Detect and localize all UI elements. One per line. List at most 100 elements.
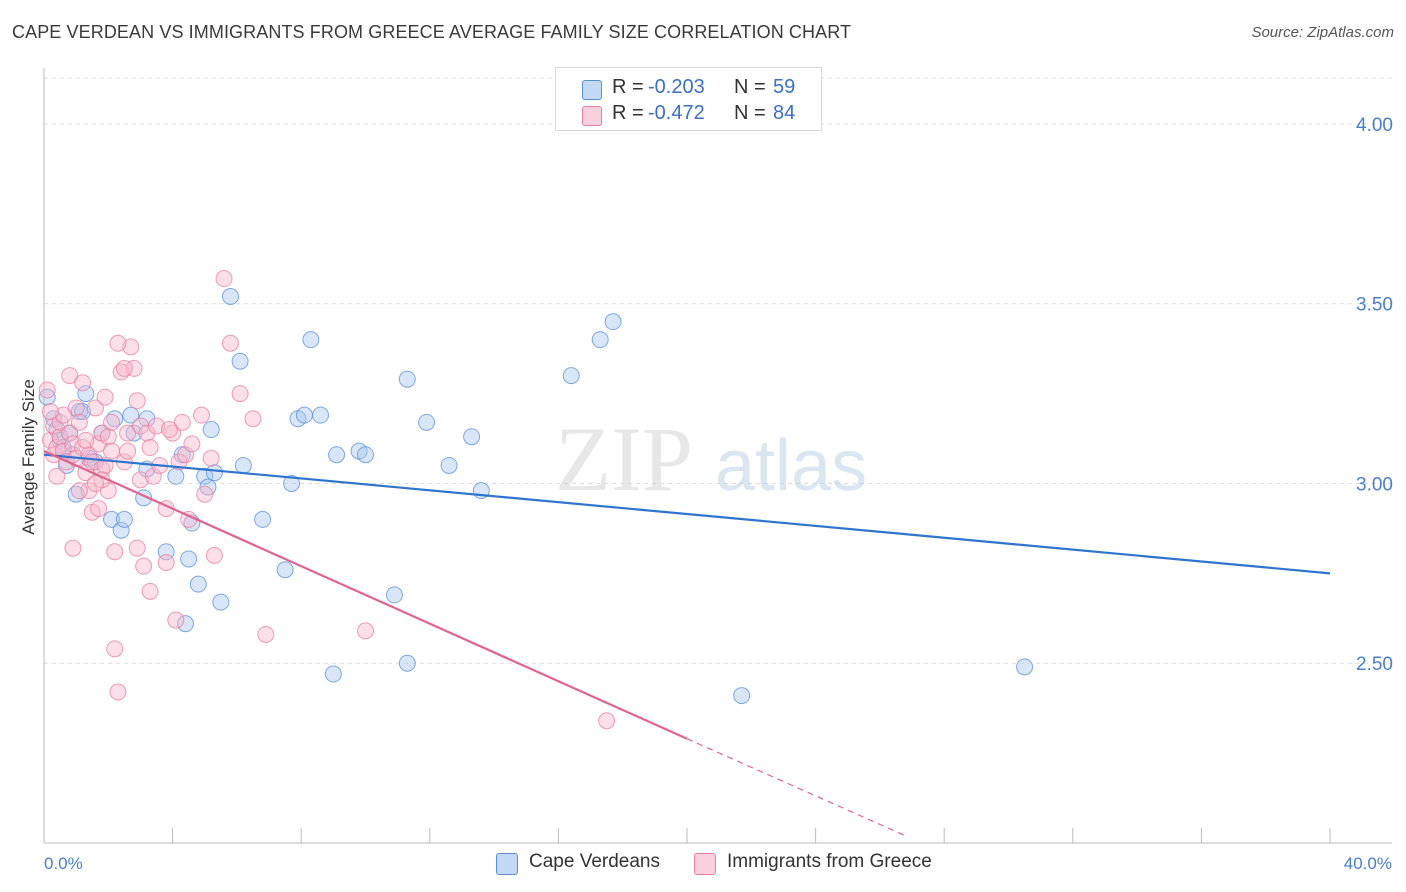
scatter-point: [440, 456, 458, 474]
scatter-point: [122, 338, 140, 356]
scatter-point: [167, 467, 185, 485]
scatter-point: [90, 500, 108, 518]
y-axis-label: Average Family Size: [19, 379, 38, 535]
scatter-point: [160, 421, 178, 439]
scatter-point: [324, 665, 342, 683]
scatter-point: [48, 467, 66, 485]
scatter-point: [77, 385, 95, 403]
source-label: Source: ZipAtlas.com: [1251, 24, 1394, 41]
scatter-point: [74, 374, 92, 392]
scatter-point: [328, 446, 346, 464]
scatter-point: [106, 640, 124, 658]
scatter-point: [598, 712, 616, 730]
legend-row-immigrants-greece: R = -0.472 N = 84: [556, 102, 821, 128]
scatter-point: [221, 334, 239, 352]
scatter-point: [205, 464, 223, 482]
scatter-point: [257, 625, 275, 643]
scatter-point: [302, 331, 320, 349]
scatter-point: [283, 474, 301, 492]
scatter-point: [398, 370, 416, 388]
watermark: ZIP atlas: [555, 408, 867, 510]
legend-r-label: R =: [612, 76, 644, 98]
scatter-point: [144, 467, 162, 485]
scatter-point: [128, 539, 146, 557]
scatter-point: [231, 352, 249, 370]
scatter-point: [385, 586, 403, 604]
scatter-point: [604, 313, 622, 331]
scatter-point: [357, 622, 374, 640]
scatter-point: [125, 424, 143, 442]
scatter-point: [61, 367, 79, 385]
series-cape-verdeans: [38, 288, 1034, 705]
trend-line-extension: [686, 738, 906, 837]
scatter-point: [80, 482, 98, 500]
scatter-point: [148, 417, 166, 435]
scatter-point: [90, 435, 108, 453]
scatter-point: [276, 561, 294, 579]
scatter-point: [196, 485, 214, 503]
scatter-point: [176, 615, 194, 633]
scatter-point: [215, 270, 233, 288]
scatter-point: [86, 399, 104, 417]
scatter-point: [109, 334, 127, 352]
legend-r-label: R =: [612, 102, 644, 124]
scatter-point: [254, 510, 272, 528]
scatter-point: [109, 683, 127, 701]
scatter-point: [99, 428, 117, 446]
scatter-point: [196, 467, 214, 485]
scatter-point: [131, 471, 149, 489]
scatter-point: [141, 582, 159, 600]
scatter-point: [138, 410, 156, 428]
legend-swatch-pink: [582, 106, 602, 126]
scatter-point: [106, 543, 124, 561]
scatter-point: [38, 381, 56, 399]
scatter-point: [64, 435, 82, 453]
bottom-legend-swatch-pink: [694, 853, 716, 875]
legend-n-label: N =: [734, 102, 766, 124]
scatter-point: [562, 367, 580, 385]
tick-labels: 2.50 3.00 3.50 4.00 0.0% 40.0%: [44, 115, 1393, 873]
scatter-point: [418, 413, 436, 431]
scatter-point: [112, 521, 130, 539]
scatter-point: [591, 331, 609, 349]
scatter-point: [54, 406, 72, 424]
scatter-point: [41, 431, 59, 449]
series-immigrants-greece: [38, 270, 616, 730]
legend-swatch-blue: [582, 80, 602, 100]
scatter-point: [189, 575, 207, 593]
watermark-zip: ZIP: [555, 408, 693, 510]
legend-r-value: -0.203: [648, 76, 705, 98]
scatter-point: [103, 510, 121, 528]
scatter-point: [176, 446, 194, 464]
scatter-point: [135, 557, 153, 575]
y-tick-label: 3.50: [1356, 295, 1393, 316]
x-tick-label: 40.0%: [1344, 854, 1392, 873]
legend: R = -0.203 N = 59 R = -0.472 N = 84: [555, 67, 822, 131]
scatter-point: [115, 510, 133, 528]
trend-line: [43, 453, 1331, 575]
scatter-point: [119, 424, 137, 442]
scatter-point: [70, 413, 88, 431]
scatter-point: [295, 406, 313, 424]
scatter-point: [202, 421, 220, 439]
trend-line: [43, 450, 688, 740]
scatter-point: [244, 410, 262, 428]
trend-lines: [43, 450, 1331, 837]
bottom-legend-label: Cape Verdeans: [529, 851, 660, 872]
scatter-point: [38, 388, 56, 406]
scatter-point: [51, 428, 69, 446]
legend-r-value: -0.472: [648, 102, 705, 124]
scatter-point: [141, 439, 159, 457]
watermark-atlas: atlas: [715, 426, 867, 506]
scatter-point: [173, 413, 191, 431]
scatter-point: [183, 435, 201, 453]
scatter-point: [103, 413, 121, 431]
scatter-point: [221, 288, 239, 306]
scatter-point: [167, 611, 185, 629]
scatter-point: [86, 474, 104, 492]
scatter-point: [205, 546, 223, 564]
scatter-point: [733, 687, 751, 705]
y-tick-label: 3.00: [1356, 474, 1393, 495]
scatter-point: [119, 442, 137, 460]
